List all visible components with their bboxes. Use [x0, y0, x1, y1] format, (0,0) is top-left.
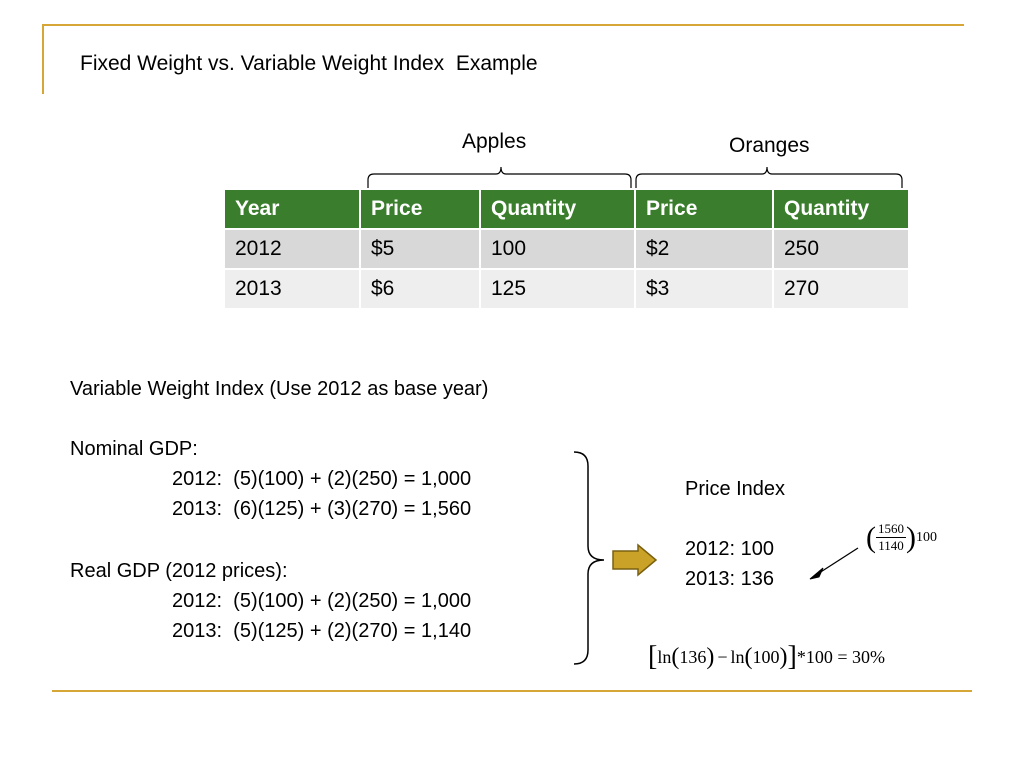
nominal-gdp-2012: 2012: (5)(100) + (2)(250) = 1,000: [172, 468, 472, 490]
open-paren: (: [866, 520, 876, 554]
pointer-arrowhead: [809, 567, 824, 580]
header-oranges-price: Price: [634, 188, 774, 230]
fraction-numerator: 1560: [876, 521, 906, 538]
paren-close-1: ): [706, 644, 715, 670]
close-paren: ): [906, 520, 916, 554]
real-gdp-heading: Real GDP (2012 prices):: [70, 560, 288, 582]
table-row: 2012 $5 100 $2 250: [223, 228, 910, 270]
fraction: 1560 1140: [876, 522, 906, 553]
growth-formula: [ ln ( 136 ) − ln ( 100 ) ] *100 = 30%: [648, 642, 885, 672]
pointer-line: [815, 547, 859, 576]
fraction-multiplier: 100: [916, 529, 937, 545]
paren-open-2: (: [744, 644, 753, 670]
apples-brace: [367, 166, 632, 188]
header-apples-quantity: Quantity: [479, 188, 636, 230]
close-bracket: ]: [787, 641, 797, 672]
table-cell: $6: [359, 268, 481, 310]
table-cell: $5: [359, 228, 481, 270]
open-bracket: [: [648, 641, 658, 672]
bottom-rule: [52, 690, 972, 692]
header-apples-price: Price: [359, 188, 481, 230]
table-header-row: Year Price Quantity Price Quantity: [223, 188, 910, 230]
apples-label: Apples: [462, 130, 527, 153]
result-arrow-shape: [612, 543, 658, 577]
nominal-gdp-heading: Nominal GDP:: [70, 438, 198, 460]
table-cell: $2: [634, 228, 774, 270]
table-cell: $3: [634, 268, 774, 310]
table-cell: 100: [479, 228, 636, 270]
ln-2: ln: [730, 646, 745, 667]
nominal-gdp-2013: 2013: (6)(125) + (3)(270) = 1,560: [172, 498, 472, 520]
ln-arg-a: 136: [679, 646, 707, 667]
header-oranges-quantity: Quantity: [772, 188, 910, 230]
table-cell: 250: [772, 228, 910, 270]
oranges-label: Oranges: [729, 134, 810, 157]
table-row: 2013 $6 125 $3 270: [223, 268, 910, 310]
table-cell: 270: [772, 268, 910, 310]
table-cell: 2012: [223, 228, 361, 270]
top-rule: [42, 24, 964, 26]
ln-arg-b: 100: [752, 646, 780, 667]
table-cell: 125: [479, 268, 636, 310]
oranges-brace: [635, 166, 903, 188]
fraction-denominator: 1140: [878, 538, 904, 553]
minus-sign: −: [717, 646, 728, 667]
price-quantity-table: Year Price Quantity Price Quantity 2012 …: [223, 188, 910, 310]
index-fraction-formula: ( 1560 1140 ) 100: [866, 522, 937, 553]
table-cell: 2013: [223, 268, 361, 310]
left-rule: [42, 24, 44, 94]
gdp-bracket: [573, 451, 605, 665]
paren-close-2: ): [779, 644, 788, 670]
variable-weight-heading: Variable Weight Index (Use 2012 as base …: [70, 378, 489, 400]
price-index-2012: 2012: 100: [685, 538, 774, 560]
real-gdp-2012: 2012: (5)(100) + (2)(250) = 1,000: [172, 590, 472, 612]
paren-open-1: (: [671, 644, 680, 670]
header-year: Year: [223, 188, 361, 230]
price-index-heading: Price Index: [685, 478, 786, 500]
real-gdp-2013: 2013: (5)(125) + (2)(270) = 1,140: [172, 620, 472, 642]
slide-title: Fixed Weight vs. Variable Weight Index E…: [80, 52, 538, 75]
price-index-2013: 2013: 136: [685, 568, 774, 590]
ln-1: ln: [657, 646, 672, 667]
growth-result: *100 = 30%: [796, 646, 885, 667]
